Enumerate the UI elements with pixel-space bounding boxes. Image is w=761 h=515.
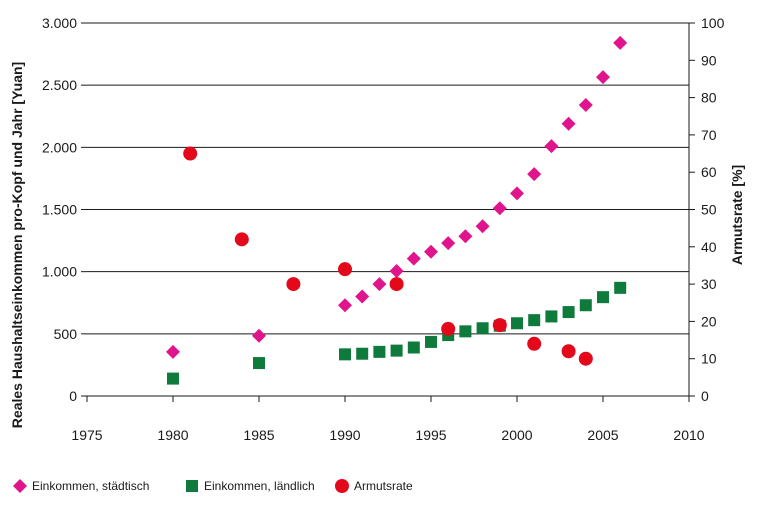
data-point bbox=[476, 322, 489, 335]
data-point bbox=[373, 345, 386, 358]
data-point bbox=[510, 186, 524, 201]
data-point bbox=[166, 344, 180, 359]
y2-tick-label: 10 bbox=[701, 351, 717, 367]
data-point bbox=[578, 98, 593, 113]
data-point bbox=[407, 341, 420, 354]
data-point bbox=[596, 70, 610, 85]
axes: 0 500 1.000 1.500 2.000 2.500 3.000 0 10 20 30 40 50… bbox=[42, 15, 725, 443]
legend-marker bbox=[13, 479, 27, 493]
x-tick-label: 2000 bbox=[501, 427, 532, 443]
y-tick-label: 3.000 bbox=[42, 15, 77, 31]
data-point bbox=[544, 139, 559, 154]
legend-label: Armutsrate bbox=[354, 479, 413, 493]
x-tick-label: 2010 bbox=[673, 427, 704, 443]
legend-item: Einkommen, städtisch bbox=[13, 479, 149, 493]
data-point bbox=[234, 232, 249, 247]
data-point bbox=[389, 277, 404, 292]
legend-marker bbox=[335, 479, 349, 493]
data-point bbox=[597, 291, 609, 304]
y2-tick-label: 0 bbox=[701, 388, 709, 404]
data-point bbox=[492, 318, 507, 333]
y2-tick-label: 30 bbox=[701, 276, 717, 292]
data-point bbox=[613, 35, 628, 50]
data-point bbox=[424, 244, 438, 259]
data-point bbox=[372, 277, 387, 292]
y-tick-label: 2.000 bbox=[42, 139, 77, 155]
series-3 bbox=[183, 146, 593, 366]
data-point bbox=[458, 229, 473, 244]
data-point bbox=[614, 281, 627, 294]
data-point bbox=[527, 336, 542, 351]
x-tick-label: 1995 bbox=[415, 427, 446, 443]
y2-tick-label: 80 bbox=[701, 90, 717, 106]
data-point bbox=[390, 344, 403, 357]
y2-tick-label: 40 bbox=[701, 239, 717, 255]
data-point bbox=[528, 314, 541, 327]
y2-tick-label: 60 bbox=[701, 164, 717, 180]
data-point bbox=[406, 251, 421, 266]
data-point bbox=[252, 328, 266, 343]
y2-tick-label: 70 bbox=[701, 127, 717, 143]
data-point bbox=[355, 289, 370, 304]
data-point bbox=[459, 325, 472, 338]
data-point bbox=[562, 306, 575, 319]
legend-label: Einkommen, städtisch bbox=[32, 479, 149, 493]
x-tick-label: 2005 bbox=[587, 427, 618, 443]
legend-marker bbox=[186, 480, 198, 492]
data-point bbox=[441, 321, 456, 336]
data-point bbox=[167, 372, 179, 385]
data-point bbox=[356, 347, 369, 360]
x-tick-label: 1980 bbox=[157, 427, 188, 443]
y2-tick-label: 50 bbox=[701, 202, 717, 218]
data-point bbox=[492, 201, 507, 216]
y2-axis-label: Armutsrate [%] bbox=[729, 165, 745, 265]
y-tick-label: 1.500 bbox=[42, 202, 77, 218]
y-tick-label: 1.000 bbox=[42, 264, 77, 280]
data-point bbox=[286, 277, 301, 292]
x-tick-label: 1975 bbox=[71, 427, 102, 443]
data-point bbox=[561, 116, 576, 131]
y2-tick-label: 90 bbox=[701, 52, 717, 68]
legend-label: Einkommen, ländlich bbox=[204, 479, 315, 493]
gridlines bbox=[87, 22, 689, 335]
x-tick-label: 1985 bbox=[243, 427, 274, 443]
series-1 bbox=[166, 35, 628, 359]
data-point bbox=[579, 299, 592, 312]
data-point bbox=[339, 348, 351, 361]
data-point bbox=[545, 310, 558, 323]
data-point bbox=[338, 298, 352, 313]
series-2 bbox=[167, 281, 627, 385]
data-point bbox=[578, 351, 593, 366]
data-point bbox=[183, 146, 198, 161]
legend-item: Einkommen, ländlich bbox=[186, 479, 315, 493]
data-point bbox=[425, 335, 437, 348]
data-point bbox=[561, 344, 576, 359]
data-point bbox=[253, 357, 265, 370]
data-point bbox=[475, 219, 490, 234]
legend-item: Armutsrate bbox=[335, 479, 413, 493]
y2-tick-label: 20 bbox=[701, 313, 717, 329]
y-tick-label: 500 bbox=[54, 326, 78, 342]
data-point bbox=[511, 317, 523, 330]
data-series bbox=[166, 35, 628, 385]
legend: Einkommen, städtisch Einkommen, ländlich A… bbox=[13, 479, 413, 493]
data-point bbox=[527, 167, 542, 182]
x-tick-label: 1990 bbox=[329, 427, 360, 443]
y-tick-label: 2.500 bbox=[42, 77, 77, 93]
y-axis-label: Reales Haushaltseinkommen pro-Kopf und J… bbox=[9, 62, 25, 428]
y-tick-label: 0 bbox=[69, 388, 77, 404]
data-point bbox=[389, 264, 404, 279]
data-point bbox=[441, 236, 456, 251]
data-point bbox=[338, 262, 352, 277]
y2-tick-label: 100 bbox=[701, 15, 725, 31]
